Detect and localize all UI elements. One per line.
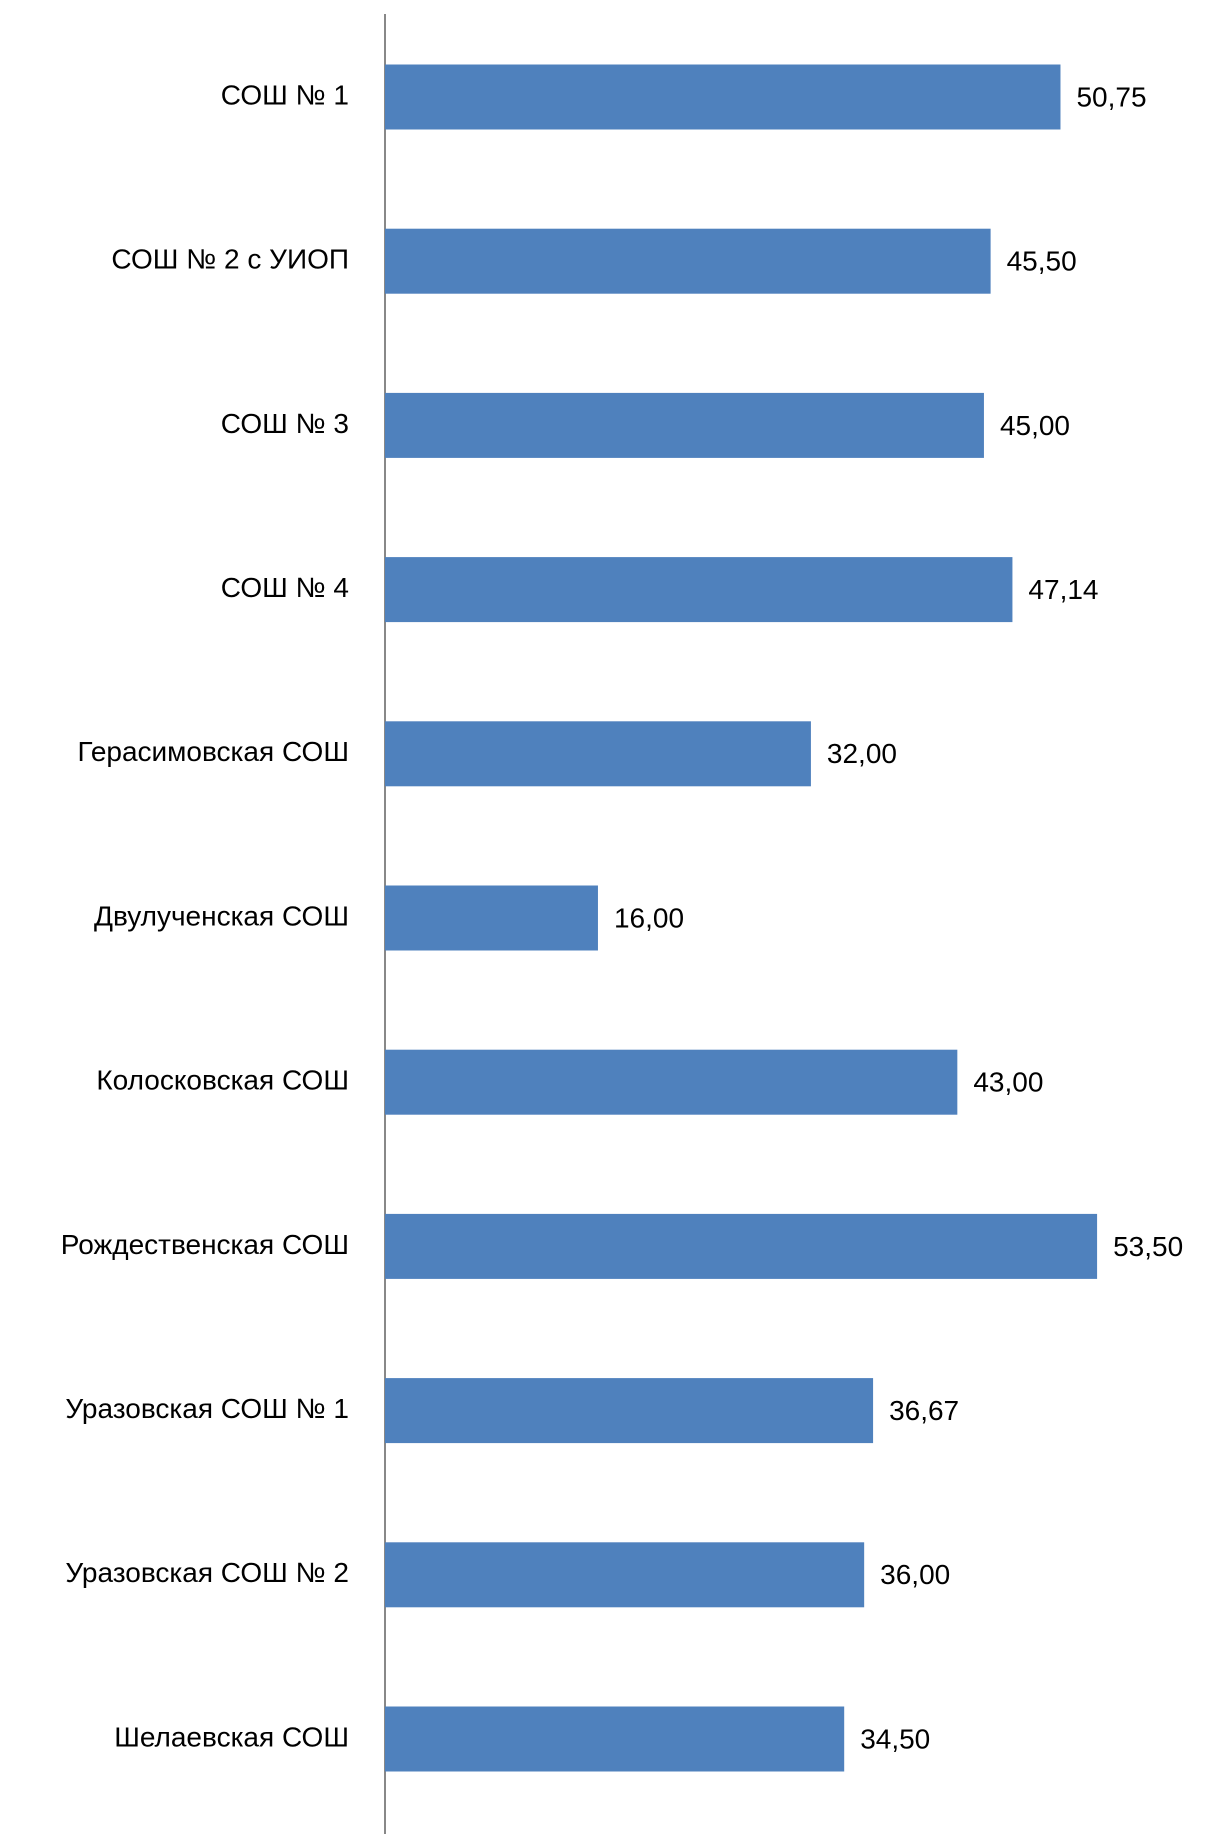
y-tick-label: СОШ № 4 xyxy=(221,572,349,603)
data-label: 47,14 xyxy=(1028,574,1098,605)
y-tick-label: СОШ № 1 xyxy=(221,79,349,110)
y-tick-label: Рождественская СОШ xyxy=(61,1229,349,1260)
bar xyxy=(385,1706,845,1772)
y-tick-label: Колосковская СОШ xyxy=(96,1065,349,1096)
data-label: 36,00 xyxy=(880,1559,950,1590)
bar xyxy=(385,392,984,458)
data-label: 16,00 xyxy=(614,902,684,933)
data-label: 53,50 xyxy=(1113,1231,1183,1262)
bar xyxy=(385,1049,958,1115)
data-label: 50,75 xyxy=(1076,81,1146,112)
bar xyxy=(385,1213,1098,1279)
data-label: 43,00 xyxy=(973,1067,1043,1098)
bar xyxy=(385,557,1013,623)
y-tick-label: Герасимовская СОШ xyxy=(78,736,349,767)
y-tick-label: СОШ № 3 xyxy=(221,408,349,439)
y-tick-label: Уразовская СОШ № 2 xyxy=(65,1557,349,1588)
bar xyxy=(385,64,1061,130)
data-label: 34,50 xyxy=(860,1723,930,1754)
y-tick-label: СОШ № 2 с УИОП xyxy=(111,244,349,275)
y-tick-label: Двулученская СОШ xyxy=(94,900,349,931)
bar xyxy=(385,721,811,787)
bar xyxy=(385,1542,865,1608)
bar xyxy=(385,885,598,951)
data-label: 36,67 xyxy=(889,1395,959,1426)
data-label: 32,00 xyxy=(827,738,897,769)
data-label: 45,00 xyxy=(1000,410,1070,441)
data-label: 45,50 xyxy=(1007,246,1077,277)
y-tick-label: Уразовская СОШ № 1 xyxy=(65,1393,349,1424)
bar xyxy=(385,228,991,294)
y-tick-label: Шелаевская СОШ xyxy=(114,1721,349,1752)
bar xyxy=(385,1378,874,1444)
